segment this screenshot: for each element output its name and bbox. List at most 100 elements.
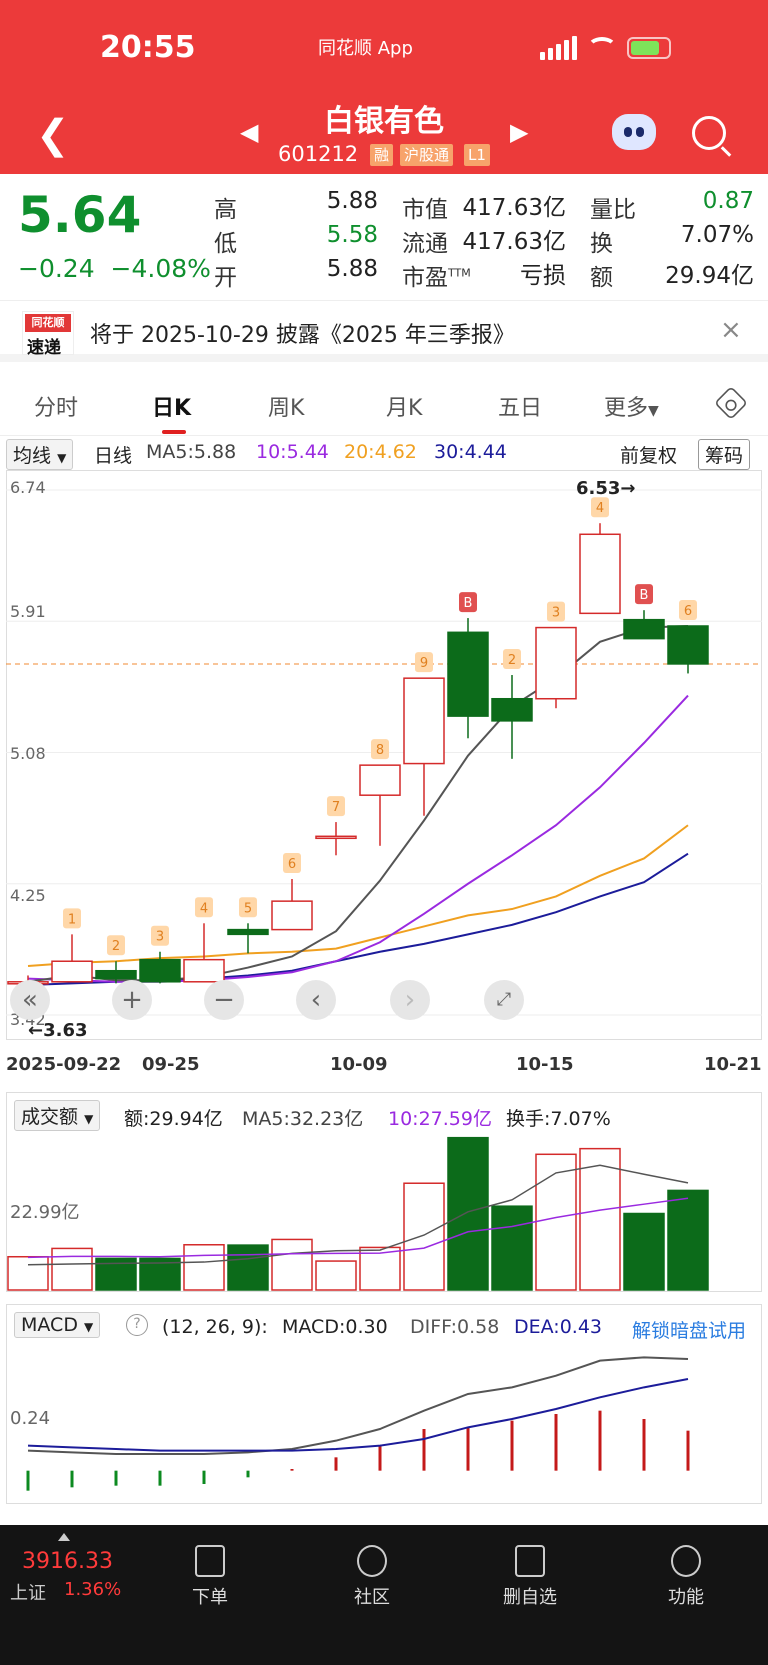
scroll-right-icon[interactable]: › [390, 980, 430, 1020]
chips-button[interactable]: 筹码 [698, 439, 751, 470]
volume-bar [183, 1244, 225, 1291]
close-icon[interactable]: × [720, 315, 742, 345]
volume-bar [667, 1189, 709, 1291]
volume-bar [491, 1205, 533, 1291]
high-value: 5.88 [326, 188, 378, 214]
nav-remove-label: 删自选 [503, 1587, 557, 1608]
diff-line [27, 1356, 689, 1455]
candle-body [51, 960, 93, 983]
tab-weekly[interactable]: 周K [268, 396, 305, 421]
volume-ma10-line [27, 1197, 689, 1259]
candle-body [447, 631, 489, 717]
line-type: 日线 [94, 445, 133, 467]
notice-logo-bottom: 速递 [27, 338, 61, 358]
y-tick-label: 5.08 [10, 744, 46, 763]
help-icon[interactable]: ? [126, 1314, 148, 1336]
x-tick-label: 09-25 [142, 1054, 200, 1075]
search-icon[interactable] [692, 116, 726, 150]
y-tick-label: 5.91 [10, 602, 46, 621]
macd-title: MACD [21, 1314, 78, 1336]
ma5-legend: MA5:5.88 [146, 441, 237, 463]
expand-icon[interactable] [58, 1533, 70, 1541]
turnover-value: 7.07% [680, 222, 754, 248]
volume-bar [403, 1182, 445, 1291]
signal-marker [327, 796, 345, 817]
battery-icon [627, 37, 671, 59]
macd-selector[interactable]: MACD ▼ [14, 1312, 101, 1338]
signal-marker [151, 925, 169, 946]
unlock-link[interactable]: 解锁暗盘试用 [632, 1320, 747, 1342]
volume-bar [359, 1246, 401, 1291]
tab-monthly[interactable]: 月K [386, 396, 423, 421]
volume-selector[interactable]: 成交额 ▼ [14, 1100, 101, 1131]
x-tick-label: 10-15 [516, 1054, 574, 1075]
adjust-mode[interactable]: 前复权 [620, 445, 678, 467]
volume-chart[interactable] [6, 1132, 762, 1292]
signal-marker-label: 8 [376, 743, 384, 758]
nav-order[interactable]: 下单 [170, 1545, 250, 1609]
community-icon [357, 1545, 387, 1577]
signal-marker [547, 601, 565, 622]
x-tick-label: 10-09 [330, 1054, 388, 1075]
signal-icon [540, 36, 577, 60]
active-tab-indicator [162, 430, 186, 434]
back-button[interactable]: ❮ [36, 112, 70, 158]
low-label: 低 [214, 231, 237, 257]
ma5-line [27, 624, 689, 983]
index-value[interactable]: 3916.33 [22, 1549, 113, 1574]
tab-five-day[interactable]: 五日 [498, 396, 543, 421]
assistant-robot-icon[interactable] [612, 114, 656, 150]
signal-marker [459, 592, 477, 613]
amount-value: 29.94亿 [665, 263, 754, 289]
volume-chart-frame [6, 1092, 762, 1292]
macd-y-tick: 0.24 [10, 1408, 51, 1429]
nav-functions-label: 功能 [668, 1587, 704, 1608]
volratio-label: 量比 [590, 197, 636, 223]
scroll-left-icon[interactable]: ‹ [296, 980, 336, 1020]
signal-marker [63, 908, 81, 929]
zoom-in-icon[interactable]: + [112, 980, 152, 1020]
tab-daily[interactable]: 日K [152, 396, 192, 421]
ma10-legend: 10:5.44 [256, 441, 329, 463]
mktcap-label: 市值 [402, 197, 448, 223]
notice-banner[interactable]: 同花顺 速递 将于 2025-10-29 披露《2025 年三季报》 × [0, 300, 768, 362]
tab-more[interactable]: 更多▼ [604, 390, 659, 422]
candle-body [227, 928, 269, 936]
indicator-selector[interactable]: 均线 ▼ [6, 439, 74, 470]
signal-marker-label: 3 [156, 930, 164, 945]
rewind-icon[interactable]: « [10, 980, 50, 1020]
x-tick-label: 10-21 [704, 1054, 762, 1075]
signal-marker [239, 897, 257, 918]
nav-remove-watchlist[interactable]: 删自选 [490, 1545, 570, 1609]
ma10-line [27, 694, 689, 983]
macd-chart-frame [6, 1304, 762, 1504]
x-tick-label: 2025-09-22 [6, 1054, 122, 1075]
kline-chart[interactable]: 1 2 3 4 5 6 7 8 9 B 2 3 4 B 6 [6, 470, 762, 1040]
macd-chart[interactable] [6, 1344, 762, 1504]
macd-value: MACD:0.30 [282, 1316, 388, 1338]
low-value: 5.58 [326, 222, 378, 248]
tab-intraday[interactable]: 分时 [34, 396, 79, 421]
signal-marker [591, 497, 609, 518]
signal-marker-label: 1 [68, 912, 76, 927]
zoom-out-icon[interactable]: − [204, 980, 244, 1020]
remove-icon [515, 1545, 545, 1577]
candle-body [579, 533, 621, 615]
document-icon [195, 1545, 225, 1577]
nav-functions[interactable]: 功能 [646, 1545, 726, 1609]
nav-community[interactable]: 社区 [332, 1545, 412, 1609]
stock-title: 白银有色 [324, 104, 444, 139]
stock-code: 601212 [278, 142, 359, 166]
ma20-line [27, 824, 689, 967]
kline-chart-frame [6, 470, 762, 1040]
signal-marker-label: 4 [596, 501, 604, 516]
next-stock-button[interactable]: ▶ [510, 118, 529, 146]
volume-bar [227, 1244, 269, 1291]
prev-stock-button[interactable]: ◀ [240, 118, 259, 146]
dea-line [27, 1378, 689, 1452]
candle-body [271, 900, 313, 931]
high-marker-value: 6.53 [576, 478, 621, 499]
pe-label: 市盈TTM [402, 258, 471, 292]
fullscreen-icon[interactable]: ⤢ [484, 980, 524, 1020]
diff-value: DIFF:0.58 [410, 1316, 500, 1338]
